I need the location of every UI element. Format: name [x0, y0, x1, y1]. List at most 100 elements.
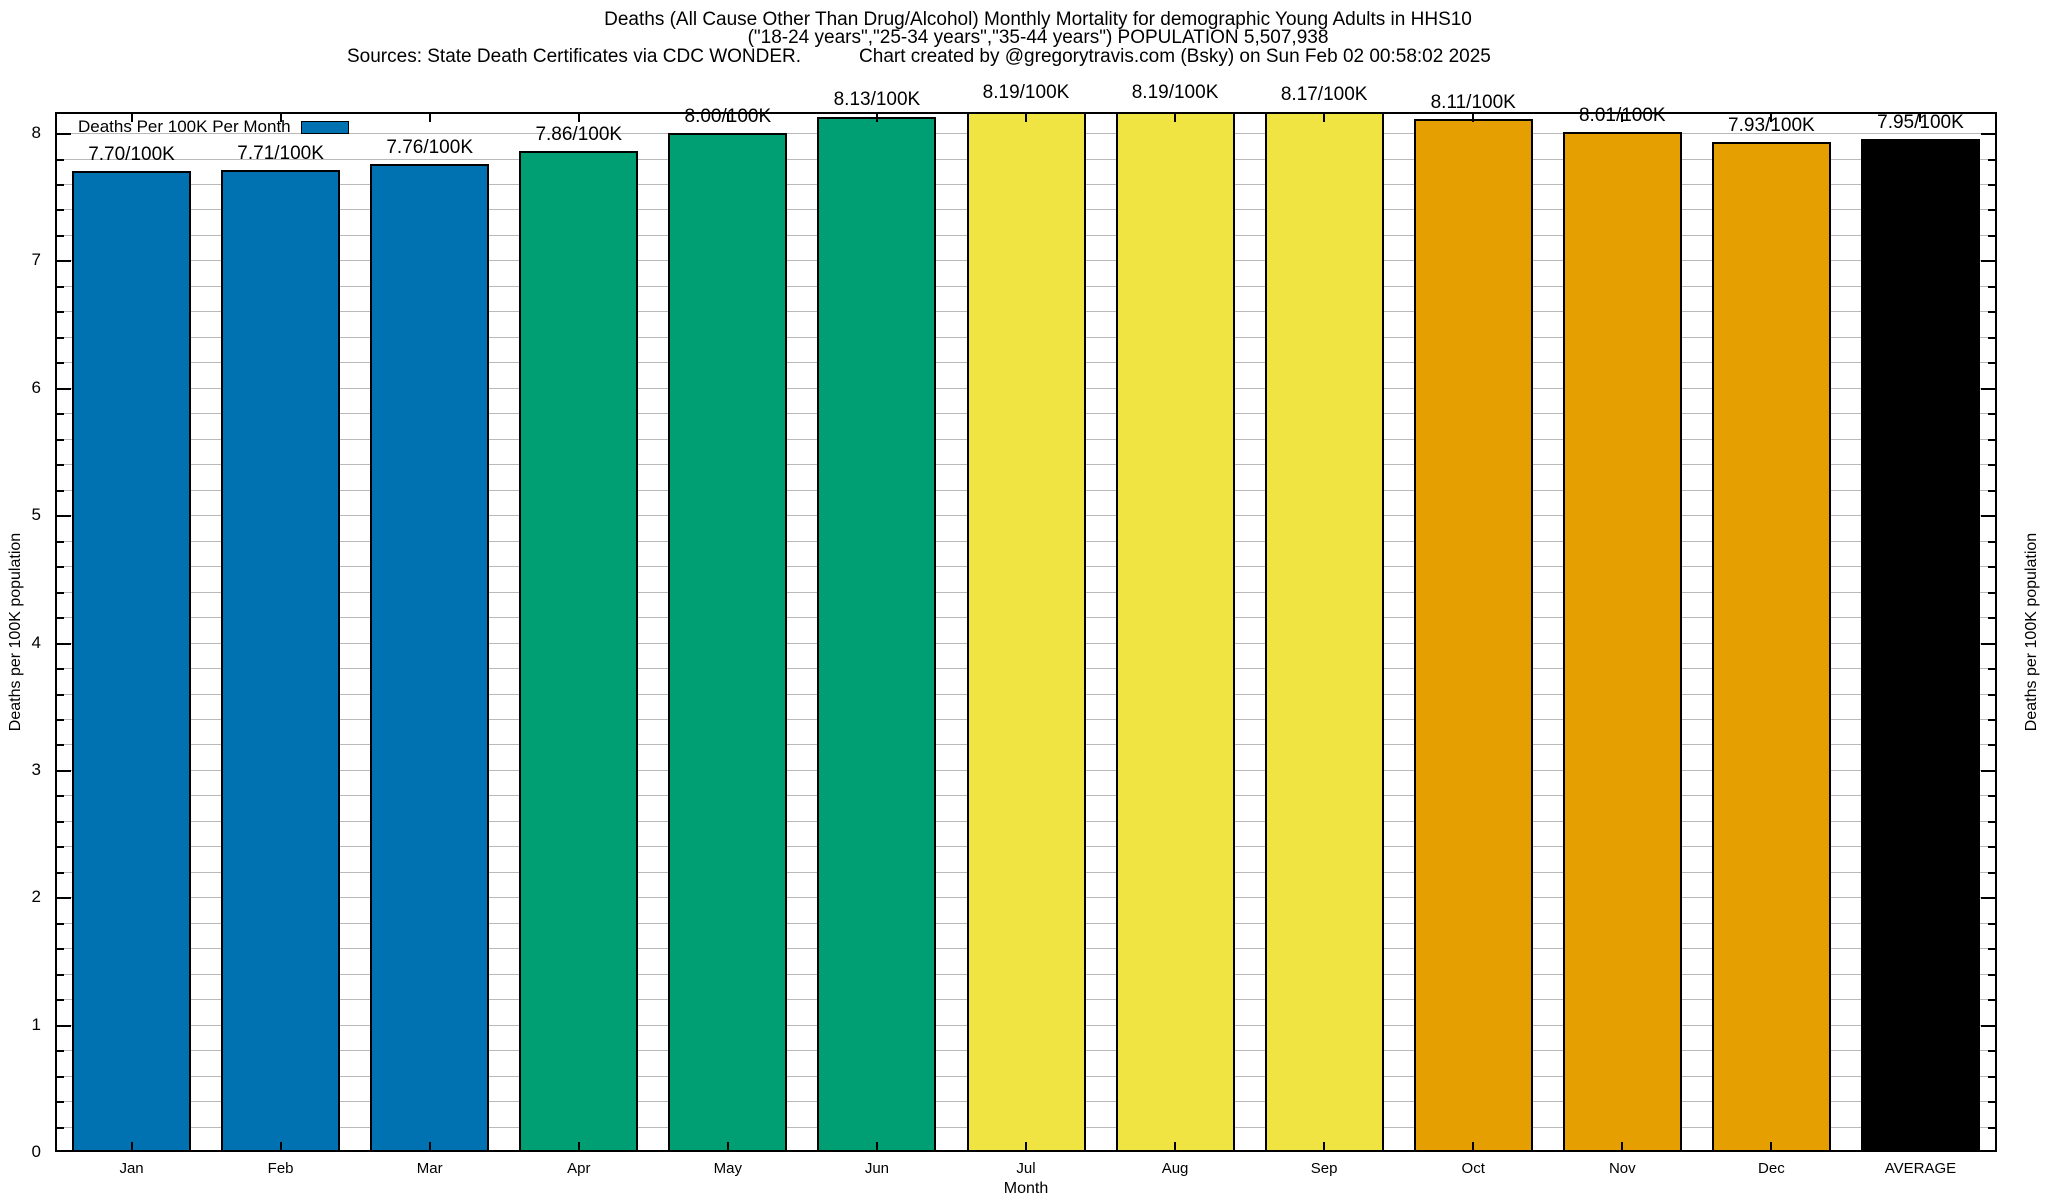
bar-jan: [72, 171, 191, 1152]
x-tick-bottom: [577, 1142, 580, 1150]
y-tick-right: [1988, 693, 1995, 696]
y-tick-left: [57, 209, 64, 212]
x-tick-top: [130, 114, 133, 122]
y-tick-right: [1988, 948, 1995, 951]
y-tick-right: [1981, 260, 1995, 263]
y-tick-right: [1988, 973, 1995, 976]
legend-label: Deaths Per 100K Per Month: [78, 117, 291, 136]
y-tick-right: [1988, 413, 1995, 416]
chart-sources-text: Sources: State Death Certificates via CD…: [347, 46, 802, 67]
y-tick-label: 5: [31, 505, 41, 525]
y-tick-label: 0: [31, 1142, 41, 1161]
y-tick-right: [1988, 540, 1995, 543]
x-tick-label-oct: Oct: [1461, 1160, 1485, 1177]
y-tick-left: [57, 846, 64, 849]
y-tick-right: [1988, 820, 1995, 823]
y-tick-left: [57, 234, 64, 237]
x-tick-label-jun: Jun: [864, 1160, 890, 1177]
y-tick-right: [1988, 846, 1995, 849]
bar-value-label: 8.11/100K: [1430, 92, 1516, 113]
y-tick-right: [1988, 1075, 1995, 1078]
y-tick-left: [57, 260, 71, 263]
x-tick-bottom: [875, 1142, 878, 1150]
bar-value-label: 7.70/100K: [88, 144, 175, 166]
y-tick-right: [1988, 999, 1995, 1002]
y-tick-left: [57, 948, 64, 951]
x-tick-bottom: [1621, 1142, 1624, 1150]
y-tick-right: [1988, 718, 1995, 721]
y-tick-label: 4: [31, 632, 41, 652]
y-tick-left: [57, 133, 71, 135]
y-axis-title-right: Deaths per 100K population: [2023, 532, 2040, 732]
x-tick-top: [1919, 114, 1922, 122]
y-tick-right: [1988, 336, 1995, 339]
x-tick-bottom: [279, 1142, 282, 1150]
bar-jul: [966, 112, 1086, 1152]
x-tick-top: [726, 114, 729, 122]
y-tick-right: [1988, 209, 1995, 212]
y-tick-right: [1988, 464, 1995, 467]
y-tick-label: 1: [31, 1014, 41, 1034]
y-tick-label: 3: [31, 759, 41, 779]
y-tick-left: [57, 1126, 64, 1129]
y-tick-label: 7: [31, 250, 41, 270]
chart-credit-text: Chart created by @gregorytravis.com (Bsk…: [859, 46, 1491, 67]
x-tick-label-feb: Feb: [267, 1160, 294, 1177]
y-tick-left: [57, 718, 64, 721]
bar-apr: [519, 150, 639, 1152]
x-tick-label-average: AVERAGE: [1884, 1160, 1957, 1177]
x-tick-bottom: [1323, 1142, 1326, 1150]
x-tick-top: [1323, 114, 1326, 122]
bar-value-label: 8.19/100K: [982, 81, 1070, 103]
y-tick-right: [1988, 1126, 1995, 1129]
y-tick-left: [57, 387, 71, 390]
x-tick-bottom: [130, 1142, 133, 1150]
legend: Deaths Per 100K Per Month: [78, 117, 349, 137]
x-tick-bottom: [726, 1142, 729, 1150]
bar-nov: [1562, 131, 1682, 1152]
y-tick-right: [1988, 184, 1995, 186]
bar-value-label: 7.95/100K: [1877, 112, 1964, 134]
bar-value-label: 7.76/100K: [386, 136, 473, 158]
x-tick-bottom: [1770, 1142, 1773, 1150]
x-tick-top: [1472, 114, 1475, 122]
x-tick-top: [1770, 114, 1773, 122]
x-axis-title: Month: [1003, 1180, 1049, 1197]
y-tick-right: [1988, 1101, 1995, 1104]
y-tick-left: [57, 311, 64, 314]
y-tick-left: [57, 158, 64, 161]
y-tick-left: [57, 1024, 71, 1027]
x-tick-label-jan: Jan: [119, 1160, 144, 1177]
chart-title-line3: Sources: State Death Certificates via CD…: [347, 46, 1491, 68]
bar-sep: [1264, 112, 1384, 1152]
y-tick-right: [1988, 362, 1995, 365]
y-tick-right: [1988, 234, 1995, 237]
y-tick-left: [57, 438, 64, 441]
y-tick-left: [57, 999, 64, 1002]
y-tick-right: [1981, 1024, 1995, 1027]
y-tick-left: [57, 1075, 64, 1078]
x-tick-top: [279, 114, 282, 122]
bar-value-label: 8.01/100K: [1578, 104, 1666, 126]
y-tick-left: [57, 795, 64, 798]
y-tick-left: [57, 464, 64, 467]
bar-value-label: 8.00/100K: [684, 106, 772, 128]
x-tick-top: [1174, 114, 1177, 122]
x-tick-bottom: [1025, 1142, 1027, 1150]
bar-feb: [221, 170, 341, 1152]
y-tick-right: [1981, 133, 1995, 135]
x-tick-label-sep: Sep: [1310, 1160, 1338, 1177]
y-tick-right: [1988, 795, 1995, 798]
x-tick-bottom: [1919, 1142, 1922, 1150]
y-tick-right: [1988, 158, 1995, 161]
legend-swatch: [300, 120, 349, 134]
x-tick-top: [428, 114, 431, 122]
y-tick-label: 8: [31, 123, 41, 143]
y-tick-right: [1988, 566, 1995, 569]
x-tick-label-may: May: [713, 1160, 743, 1177]
y-tick-left: [57, 566, 64, 569]
y-tick-left: [57, 922, 64, 925]
bar-value-label: 7.86/100K: [535, 123, 623, 145]
bar-dec: [1711, 141, 1831, 1152]
